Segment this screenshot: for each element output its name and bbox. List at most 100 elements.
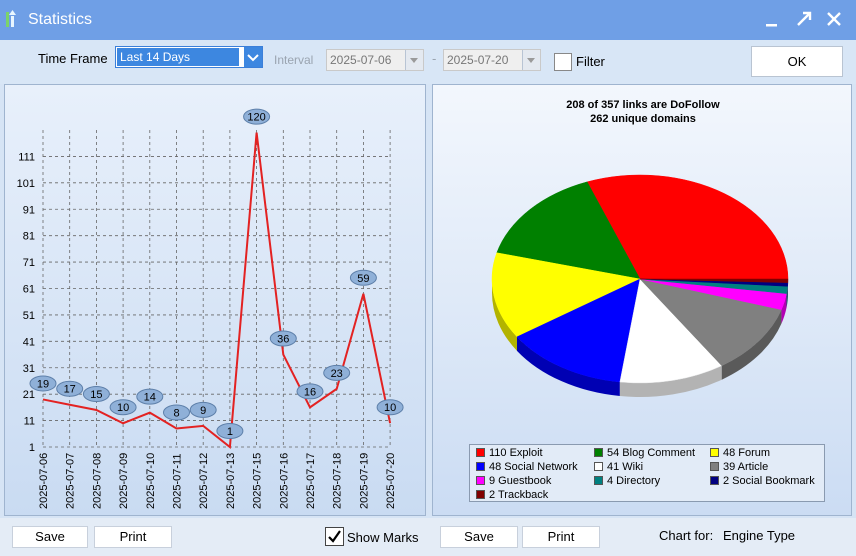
point-marker <box>29 375 57 392</box>
legend-item: 54 Blog Comment <box>594 447 695 459</box>
legend-swatch <box>476 448 485 457</box>
point-label: 17 <box>64 384 76 396</box>
print-button-left[interactable]: Print <box>94 526 172 548</box>
x-tick-label: 2025-07-11 <box>172 454 184 509</box>
pie-slice-side <box>721 309 782 380</box>
pie-slice-side <box>516 336 620 397</box>
date-separator: - <box>432 51 437 66</box>
pie-legend: 110 Exploit 54 Blog Comment 48 Forum 48 Soc… <box>469 444 825 502</box>
legend-swatch <box>476 476 485 485</box>
pie-slice-side <box>619 365 722 397</box>
legend-label: 48 Social Network <box>489 461 578 473</box>
legend-swatch <box>710 448 719 457</box>
date-to-value: 2025-07-20 <box>447 53 509 67</box>
chevron-down-icon <box>410 58 418 63</box>
point-label: 19 <box>37 378 49 390</box>
legend-swatch <box>594 476 603 485</box>
time-frame-value: Last 14 Days <box>117 48 239 66</box>
point-label: 36 <box>277 334 289 346</box>
x-tick-label: 2025-07-12 <box>198 453 210 509</box>
y-tick-label: 51 <box>23 310 35 322</box>
point-label: 23 <box>331 368 343 380</box>
x-tick-label: 2025-07-16 <box>278 453 290 509</box>
close-icon <box>827 12 841 26</box>
x-tick-label: 2025-07-08 <box>91 453 103 509</box>
legend-swatch <box>594 448 603 457</box>
y-tick-label: 111 <box>18 151 35 163</box>
pie-slice-article <box>639 278 782 366</box>
x-tick-label: 2025-07-13 <box>225 453 237 509</box>
point-marker <box>82 386 110 403</box>
chart-for-label: Chart for: <box>659 528 714 543</box>
close-button[interactable] <box>820 6 848 34</box>
save-button-left[interactable]: Save <box>12 526 88 548</box>
pie-slice-side <box>786 286 788 308</box>
maximize-button[interactable] <box>790 6 818 34</box>
point-label: 120 <box>247 112 265 124</box>
legend-label: 54 Blog Comment <box>607 447 696 459</box>
dropdown-arrow <box>405 50 423 70</box>
legend-label: 2 Social Bookmark <box>723 475 815 487</box>
point-marker <box>216 423 244 439</box>
y-tick-label: 71 <box>23 257 35 269</box>
pie-slice-wiki <box>619 278 723 384</box>
pie-slice-side <box>781 293 787 324</box>
date-from-picker[interactable]: 2025-07-06 <box>326 49 424 71</box>
point-label: 10 <box>117 402 129 414</box>
legend-swatch <box>476 490 485 499</box>
filter-checkbox[interactable] <box>554 53 572 71</box>
line-chart-panel: 1 11 21 31 41 51 61 71 81 91 101 111 2025-07-06 2025-… <box>4 84 426 516</box>
point-label: 10 <box>384 402 396 414</box>
x-tick-label: 2025-07-17 <box>305 453 317 509</box>
point-label: 16 <box>304 386 316 398</box>
legend-item: 9 Guestbook <box>476 475 551 487</box>
point-marker <box>109 399 137 416</box>
x-tick-label: 2025-07-09 <box>118 453 130 509</box>
point-label: 59 <box>357 273 369 285</box>
date-to-picker[interactable]: 2025-07-20 <box>443 49 541 71</box>
ok-button[interactable]: OK <box>751 46 843 77</box>
legend-swatch <box>476 462 485 471</box>
y-tick-label: 81 <box>23 231 35 243</box>
pie-slice-social-network <box>516 278 641 383</box>
statistics-icon <box>6 10 16 27</box>
pie-slice-blog-comment <box>496 181 641 280</box>
pie-title-line2: 262 unique domains <box>590 113 696 125</box>
legend-label: 110 Exploit <box>489 447 543 459</box>
legend-item: 48 Forum <box>710 447 770 459</box>
filter-label: Filter <box>576 54 605 69</box>
title-bar: Statistics <box>0 0 856 40</box>
pie-slice-side <box>492 279 517 351</box>
footer-bar: Save Print Show Marks Save Print Chart f… <box>0 518 856 556</box>
y-tick-label: 31 <box>23 363 35 375</box>
pie-chart <box>491 174 789 397</box>
legend-swatch <box>710 476 719 485</box>
time-frame-label: Time Frame <box>38 51 108 66</box>
x-tick-label: 2025-07-15 <box>252 453 264 509</box>
pie-slice-trackback <box>639 278 789 283</box>
pie-slice-exploit <box>586 174 789 280</box>
pie-chart-panel: 208 of 357 links are DoFollow 262 unique… <box>432 84 852 516</box>
x-tick-label: 2025-07-20 <box>385 453 397 509</box>
legend-item: 39 Article <box>710 461 768 473</box>
legend-swatch <box>594 462 603 471</box>
legend-label: 9 Guestbook <box>489 475 552 487</box>
legend-item: 48 Social Network <box>476 461 578 473</box>
minimize-button[interactable] <box>758 6 786 34</box>
chart-for-value[interactable]: Engine Type <box>723 528 796 543</box>
legend-label: 48 Forum <box>723 447 771 459</box>
show-marks-checkbox[interactable] <box>325 527 344 546</box>
save-button-right[interactable]: Save <box>440 526 518 548</box>
x-tick-label: 2025-07-19 <box>358 453 370 509</box>
legend-item: 41 Wiki <box>594 461 643 473</box>
legend-label: 41 Wiki <box>607 461 644 473</box>
print-button-right[interactable]: Print <box>522 526 600 548</box>
point-marker <box>296 383 324 400</box>
chevron-down-icon <box>527 58 535 63</box>
time-frame-select[interactable]: Last 14 Days <box>115 46 263 68</box>
point-label: 1 <box>227 426 233 438</box>
legend-label: 4 Directory <box>607 475 661 487</box>
point-marker <box>323 364 351 381</box>
x-tick-label: 2025-07-07 <box>65 453 77 509</box>
point-marker <box>136 388 164 405</box>
